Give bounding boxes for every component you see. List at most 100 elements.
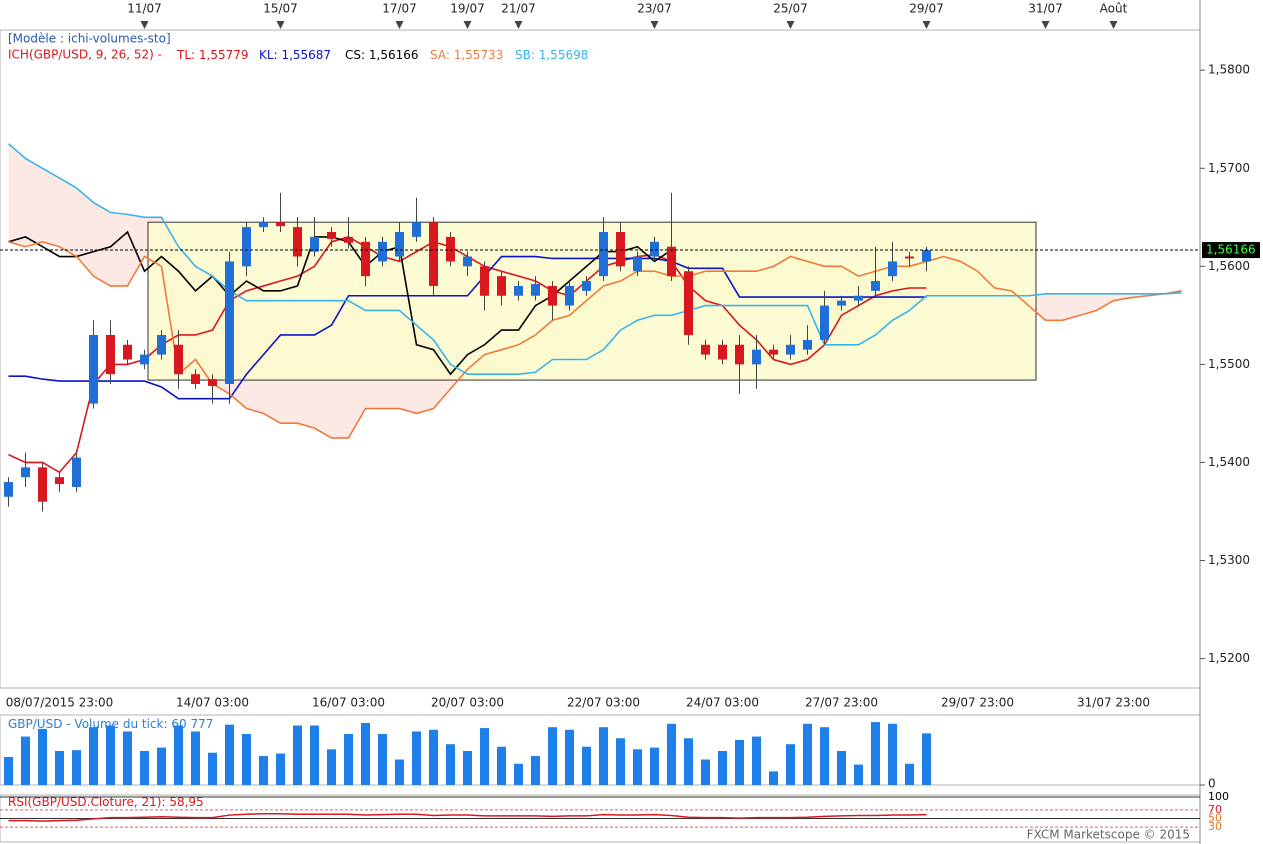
rsi-title-text: RSI(GBP/USD.Cloture, 21): bbox=[8, 795, 165, 809]
candle-body bbox=[667, 246, 676, 277]
volume-bar bbox=[701, 759, 710, 785]
volume-bar bbox=[769, 771, 778, 785]
candle-body bbox=[463, 256, 472, 267]
candle-body bbox=[480, 266, 489, 296]
candle-body bbox=[837, 300, 846, 306]
volume-bar bbox=[837, 751, 846, 785]
volume-bar bbox=[871, 722, 880, 785]
volume-bar bbox=[361, 722, 370, 785]
x-tick-label: 20/07 03:00 bbox=[431, 696, 504, 710]
cloud-segment bbox=[1062, 293, 1080, 321]
x-tick-label: 27/07 23:00 bbox=[805, 696, 878, 710]
volume-bar bbox=[905, 763, 914, 785]
date-marker bbox=[514, 21, 523, 29]
candle-body bbox=[225, 261, 234, 385]
candle-body bbox=[191, 374, 200, 385]
cloud-segment bbox=[1079, 293, 1097, 316]
volume-bar bbox=[548, 727, 557, 785]
candle-body bbox=[582, 281, 591, 291]
last-price-box bbox=[1202, 242, 1260, 259]
y-tick-label: 1,5600 bbox=[1208, 259, 1250, 273]
cloud-segment bbox=[1096, 293, 1114, 311]
volume-bar bbox=[208, 752, 217, 785]
legend-value: 1,55733 bbox=[454, 48, 504, 62]
cloud-segment bbox=[110, 212, 128, 286]
volume-bar bbox=[718, 751, 727, 785]
y-tick-label: 1,5400 bbox=[1208, 455, 1250, 469]
volume-bar bbox=[786, 744, 795, 785]
candle-body bbox=[293, 227, 302, 257]
volume-bar bbox=[123, 731, 132, 785]
cloud-segment bbox=[1045, 293, 1063, 321]
candle-body bbox=[123, 344, 132, 360]
x-tick-label: 24/07 03:00 bbox=[686, 696, 759, 710]
legend-name: CS: bbox=[345, 48, 365, 62]
x-tick-label: 22/07 03:00 bbox=[567, 696, 640, 710]
candle-body bbox=[395, 232, 404, 257]
legend-entry: SB: 1,55698 bbox=[515, 48, 588, 62]
volume-bar bbox=[888, 723, 897, 785]
candle-body bbox=[361, 241, 370, 277]
candle-body bbox=[752, 349, 761, 365]
volume-bar bbox=[514, 763, 523, 785]
candle-body bbox=[786, 344, 795, 355]
volume-bar bbox=[429, 729, 438, 785]
candle-body bbox=[344, 236, 353, 243]
date-marker-label: 15/07 bbox=[263, 2, 298, 16]
volume-bar bbox=[4, 756, 13, 785]
footer: FXCM Marketscope © 2015 bbox=[1027, 828, 1190, 842]
ichimoku-line bbox=[8, 230, 672, 376]
candle-body bbox=[38, 467, 47, 502]
ichimoku-line bbox=[8, 240, 1182, 439]
candle-body bbox=[55, 477, 64, 485]
volume-bar bbox=[599, 727, 608, 785]
legend-value: 1,55687 bbox=[281, 48, 331, 62]
volume-bar bbox=[803, 723, 812, 785]
date-marker bbox=[786, 21, 795, 29]
candle-body bbox=[684, 271, 693, 335]
legend-name: TL: bbox=[176, 48, 195, 62]
legend-name: SA: bbox=[430, 48, 450, 62]
date-marker-label: 23/07 bbox=[637, 2, 672, 16]
rsi-tick-label: 50 bbox=[1208, 812, 1222, 825]
candle-body bbox=[531, 283, 540, 296]
x-tick-label: 31/07 23:00 bbox=[1077, 696, 1150, 710]
rsi-last: 58,95 bbox=[169, 795, 203, 809]
volume-bar bbox=[157, 747, 166, 785]
volume-bar bbox=[463, 751, 472, 785]
candles-layer bbox=[4, 192, 931, 512]
y-tick-label: 1,5800 bbox=[1208, 63, 1250, 77]
candle-body bbox=[514, 285, 523, 296]
x-tick-label: 14/07 03:00 bbox=[176, 696, 249, 710]
date-marker-label: 31/07 bbox=[1028, 2, 1063, 16]
date-marker bbox=[463, 21, 472, 29]
candle-body bbox=[4, 482, 13, 497]
date-marker-label: 25/07 bbox=[773, 2, 808, 16]
model-label: [Modèle : ichi-volumes-sto] bbox=[8, 32, 171, 46]
date-marker bbox=[1041, 21, 1050, 29]
legend-name: KL: bbox=[259, 48, 278, 62]
volume-bar bbox=[276, 753, 285, 785]
volume-bar bbox=[616, 738, 625, 785]
candle-body bbox=[242, 227, 251, 267]
volume-bar bbox=[344, 734, 353, 785]
candle-body bbox=[922, 250, 931, 262]
volume-bar bbox=[72, 750, 81, 785]
rsi-line bbox=[8, 813, 927, 822]
volume-bar bbox=[922, 733, 931, 785]
volume-bar bbox=[820, 727, 829, 785]
candle-body bbox=[497, 276, 506, 296]
cloud-segment bbox=[93, 202, 111, 286]
legend-value: 1,55698 bbox=[539, 48, 589, 62]
volume-bar bbox=[259, 756, 268, 785]
candle-body bbox=[157, 334, 166, 355]
candle-body bbox=[446, 236, 455, 262]
date-marker bbox=[140, 21, 149, 29]
cloud-segment bbox=[59, 178, 77, 257]
candle-body bbox=[735, 344, 744, 365]
volume-bar bbox=[327, 749, 336, 785]
y-tick-label: 1,5500 bbox=[1208, 357, 1250, 371]
candle-body bbox=[548, 285, 557, 306]
volume-title-text: GBP/USD - Volume du tick: bbox=[8, 717, 168, 731]
candle-body bbox=[259, 222, 268, 228]
